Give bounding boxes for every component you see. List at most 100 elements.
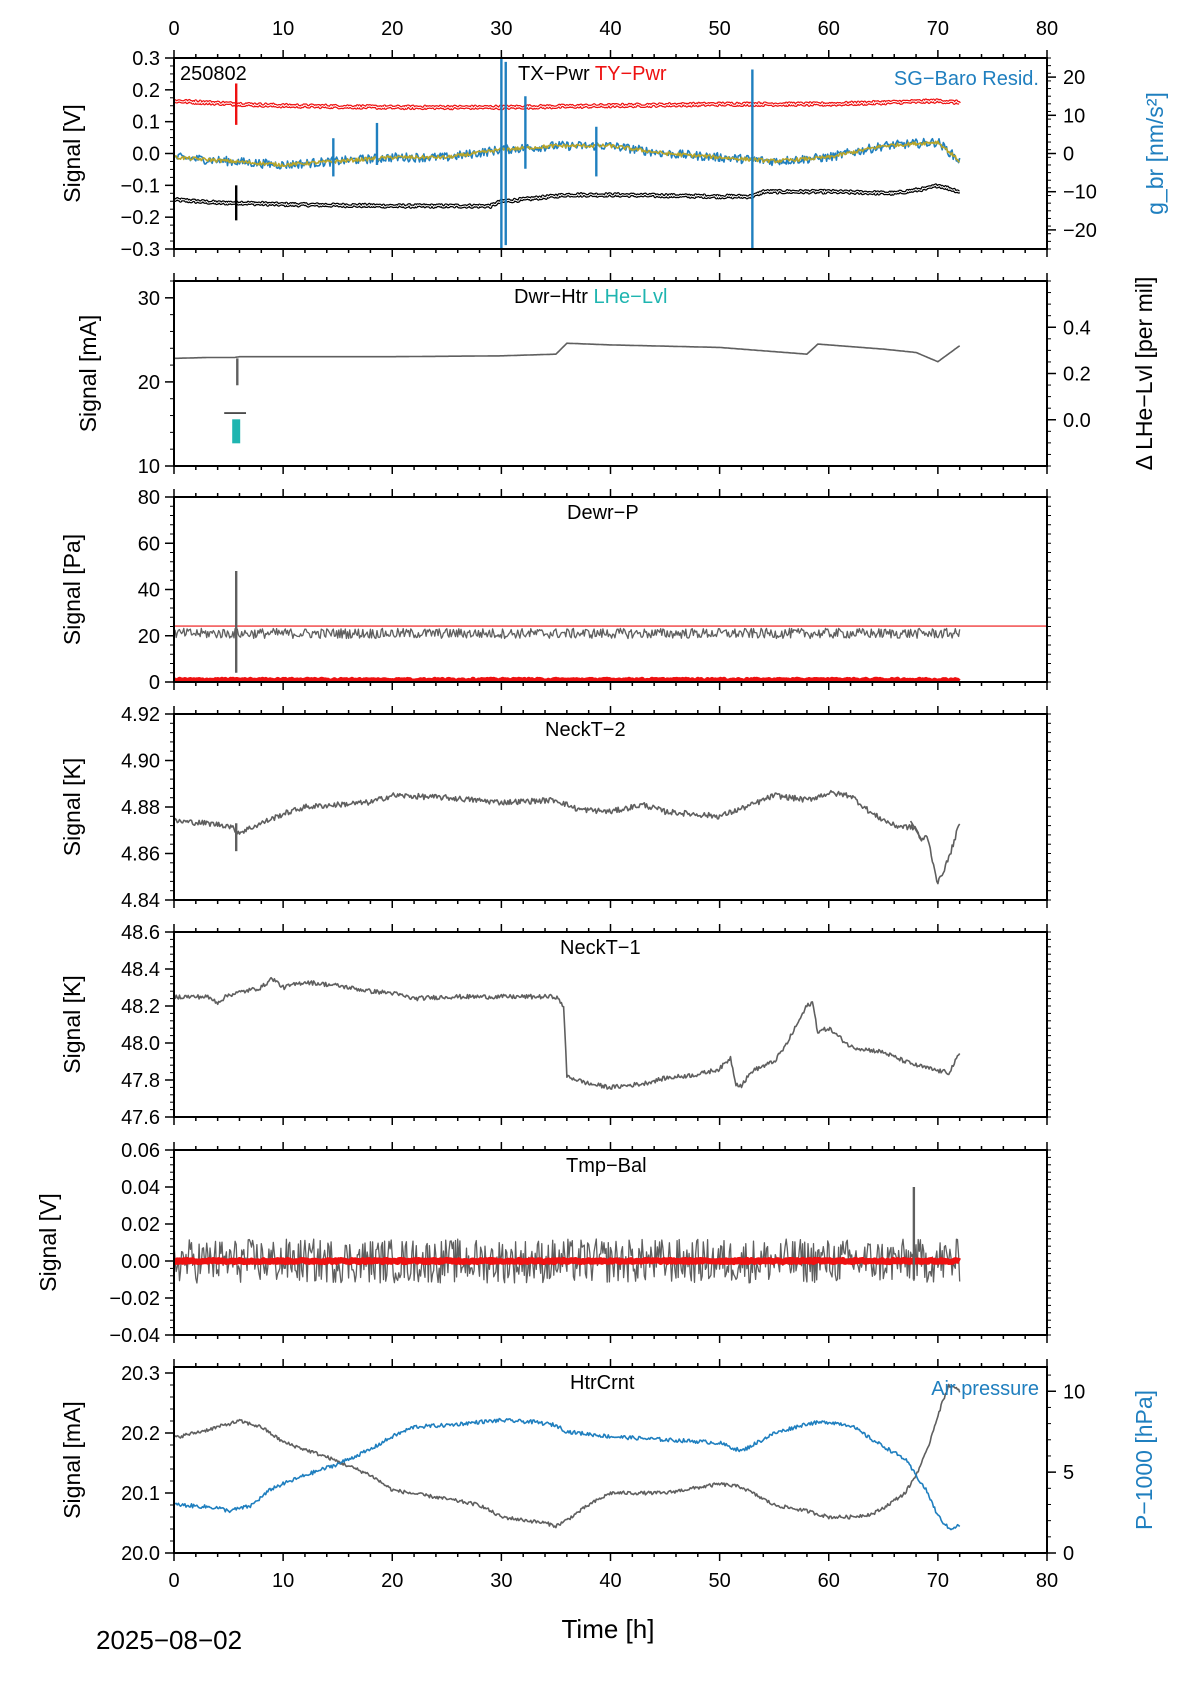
series-neck2-1	[909, 820, 923, 841]
y-tick-label: 20.1	[121, 1483, 160, 1505]
y-tick-label: 4.84	[121, 890, 160, 912]
panel-labels-dewr: Dewr−P	[567, 502, 639, 524]
panel-labels-dwr: Dwr−Htr LHe−Lvl	[514, 286, 667, 308]
panel-tilt: 0.3 0.2 0.1 0.0 −0.1 −0.2 −0.3 20 10 0 −10 −20 Signa…	[59, 48, 1168, 261]
bottom-x-tick-label: 50	[709, 1570, 731, 1592]
y-tick-label: 30	[138, 288, 160, 310]
panel-labels-neck1: NeckT−1	[560, 937, 641, 959]
y-axis-label-neck1: Signal [K]	[59, 975, 85, 1073]
top-x-tick-label: 60	[818, 18, 840, 40]
y-tick-label: 0.1	[132, 112, 160, 134]
bottom-x-tick-label: 40	[599, 1570, 621, 1592]
bottom-x-tick-label: 80	[1036, 1570, 1058, 1592]
y-tick-label: 48.2	[121, 996, 160, 1018]
panel-frame-dewr	[173, 496, 1048, 683]
series-tmpbal-1	[174, 1256, 962, 1266]
y-tick-label: 48.6	[121, 922, 160, 944]
panel-frame-dwr	[173, 280, 1048, 467]
series-label: LHe−Lvl	[588, 286, 668, 308]
series-label: NeckT−2	[545, 719, 626, 741]
bottom-x-tick-label: 30	[490, 1570, 512, 1592]
y2-tick-label: 10	[1063, 105, 1085, 127]
y-tick-label: 0.0	[132, 144, 160, 166]
y-tick-label: 20.0	[121, 1543, 160, 1565]
panel-labels-tilt: TX−Pwr TY−Pwr	[518, 63, 667, 85]
y-tick-label: 4.86	[121, 844, 160, 866]
corner-label: 250802	[180, 63, 247, 85]
y-tick-label: 20.3	[121, 1363, 160, 1385]
series-neck1-0	[174, 976, 961, 1090]
y-axis-label-tmpbal: Signal [V]	[35, 1193, 61, 1291]
series-label: Dwr−Htr	[514, 286, 588, 308]
plot-area-neck2	[174, 789, 961, 885]
y-tick-label: −0.02	[109, 1288, 160, 1310]
y-tick-label: 60	[138, 533, 160, 555]
top-x-tick-label: 0	[168, 18, 179, 40]
series-tilt-0	[174, 183, 961, 209]
series-dwr-1	[232, 419, 241, 444]
series-label: Tmp−Bal	[566, 1155, 647, 1177]
panel-neck1: 48.6 48.4 48.2 48.0 47.8 47.6 Signal [K] NeckT−…	[59, 922, 1051, 1129]
series-label: Dewr−P	[567, 502, 639, 524]
panel-dewr: 80 60 40 20 0 Signal [Pa] Dewr−P	[59, 487, 1051, 694]
series-inner-tilt-1	[174, 99, 961, 110]
series-dwr-0	[174, 342, 961, 363]
y2-tick-label: 0	[1063, 1543, 1074, 1565]
plot-area-htr	[174, 1383, 961, 1531]
y-tick-label: 48.0	[121, 1033, 160, 1055]
plot-area-dwr	[174, 342, 961, 444]
bottom-x-tick-label: 60	[818, 1570, 840, 1592]
series-tilt-3	[174, 140, 960, 168]
series-label: TY−Pwr	[590, 63, 667, 85]
panel-neck2: 4.92 4.90 4.88 4.86 4.84 Signal [K] NeckT−2	[59, 704, 1051, 912]
y-tick-label: 4.92	[121, 704, 160, 726]
chart-panels: 0.3 0.2 0.1 0.0 −0.1 −0.2 −0.3 20 10 0 −10 −20 Signa…	[35, 48, 1168, 1565]
plot-area-dewr	[174, 571, 1047, 682]
y2-tick-label: −10	[1063, 182, 1097, 204]
y-tick-label: 47.8	[121, 1070, 160, 1092]
y2-tick-label: 0.2	[1063, 364, 1091, 386]
y2-tick-label: 20	[1063, 67, 1085, 89]
series-label-sg-baro: SG−Baro Resid.	[894, 68, 1039, 90]
date-label: 2025−08−02	[96, 1625, 242, 1655]
y2-axis-label-htr: P−1000 [hPa]	[1131, 1390, 1157, 1530]
panel-labels-htr: HtrCrnt	[570, 1372, 635, 1394]
y-tick-label: 0.00	[121, 1251, 160, 1273]
top-x-axis: 0 10 20 30 40 50 60 70 80	[168, 18, 1058, 40]
y2-tick-label: 5	[1063, 1462, 1074, 1484]
series-tilt-2	[174, 137, 961, 170]
y-tick-label: 4.88	[121, 797, 160, 819]
top-x-tick-label: 80	[1036, 18, 1058, 40]
y-tick-label: 0.2	[132, 80, 160, 102]
y-axis-label-neck2: Signal [K]	[59, 758, 85, 856]
y-tick-label: 20.2	[121, 1423, 160, 1445]
series-label: NeckT−1	[560, 937, 641, 959]
series-inner-tilt-0	[174, 184, 960, 208]
bottom-x-tick-label: 0	[168, 1570, 179, 1592]
bottom-x-axis: 0 10 20 30 40 50 60 70 80	[168, 1570, 1058, 1592]
top-x-tick-label: 20	[381, 18, 403, 40]
y-tick-label: 40	[138, 580, 160, 602]
y2-tick-label: 0	[1063, 144, 1074, 166]
series-label-air-pressure: Air pressure	[931, 1378, 1039, 1400]
y-tick-label: −0.1	[121, 175, 160, 197]
y2-tick-label: −20	[1063, 220, 1097, 242]
y2-tick-label: 0.0	[1063, 410, 1091, 432]
y2-axis-label-tilt: g_br [nm/s²]	[1142, 92, 1168, 215]
panel-labels-tmpbal: Tmp−Bal	[566, 1155, 647, 1177]
y-tick-label: 0	[149, 672, 160, 694]
top-x-tick-label: 70	[927, 18, 949, 40]
series-dewr-0	[174, 627, 961, 640]
y-tick-label: 80	[138, 487, 160, 509]
bottom-x-tick-label: 20	[381, 1570, 403, 1592]
y-tick-label: 48.4	[121, 959, 160, 981]
y-axis-label-htr: Signal [mA]	[59, 1401, 85, 1519]
top-x-tick-label: 50	[709, 18, 731, 40]
y-tick-label: 20	[138, 372, 160, 394]
bottom-x-tick-label: 70	[927, 1570, 949, 1592]
y-tick-label: 10	[138, 456, 160, 478]
y-tick-label: 4.90	[121, 751, 160, 773]
panel-tmpbal: 0.06 0.04 0.02 0.00 −0.02 −0.04 Signal [V] Tmp−…	[35, 1140, 1051, 1347]
